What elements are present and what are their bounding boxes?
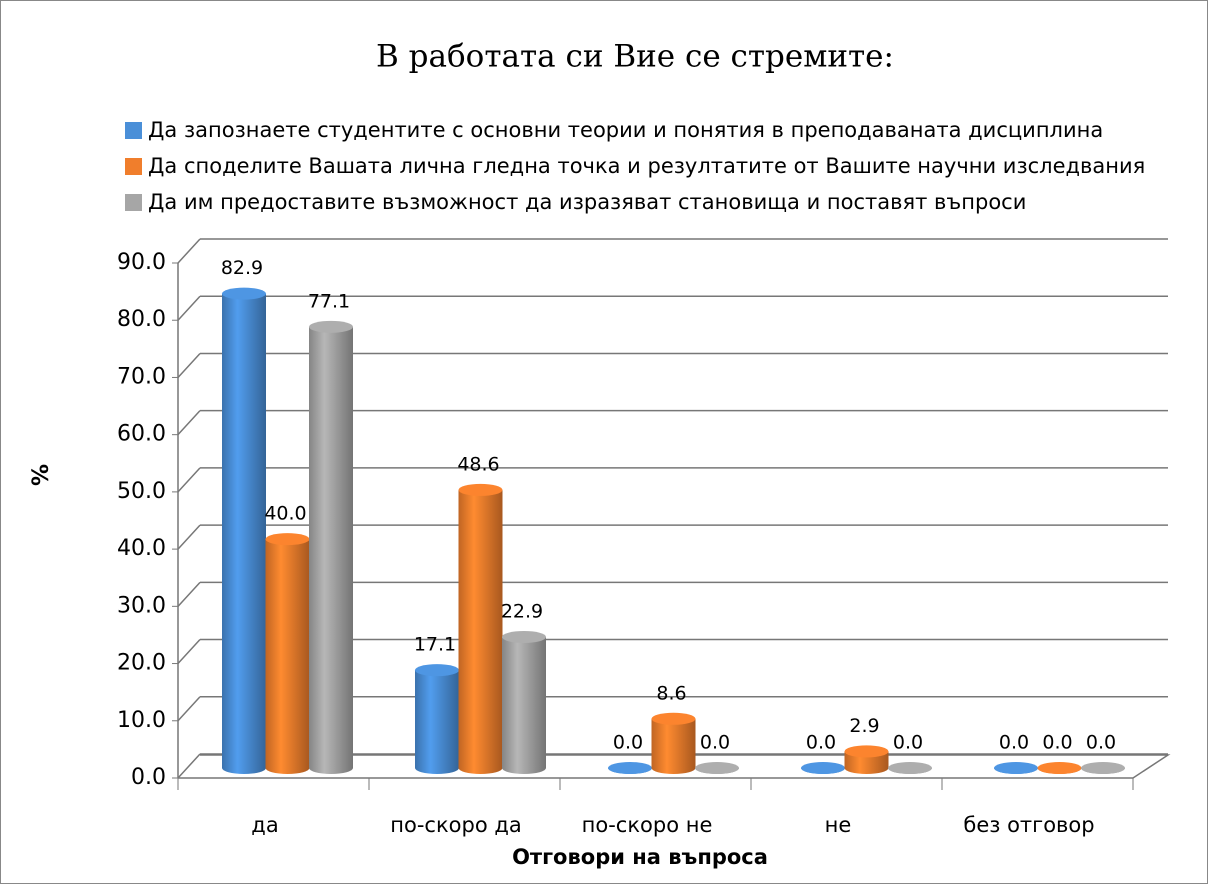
grid-line-side bbox=[177, 295, 201, 321]
x-tick-label: да bbox=[251, 813, 278, 837]
y-tick-label: 90.0 bbox=[117, 250, 166, 275]
bar bbox=[265, 533, 310, 774]
bar bbox=[651, 712, 696, 774]
y-axis-label: % bbox=[29, 464, 54, 486]
x-tick-label: без отговор bbox=[963, 813, 1094, 837]
y-tick-label: 10.0 bbox=[117, 708, 166, 733]
value-label: 0.0 bbox=[613, 732, 643, 754]
legend-swatch bbox=[125, 122, 142, 139]
y-tick-label: 30.0 bbox=[117, 593, 166, 618]
x-axis-label: Отговори на въпроса bbox=[512, 845, 768, 869]
grid-line-side bbox=[177, 467, 201, 493]
value-label: 0.0 bbox=[806, 732, 836, 754]
x-tick-label: по-скоро не bbox=[582, 813, 713, 837]
value-label: 0.0 bbox=[700, 732, 730, 754]
bar-top bbox=[309, 320, 353, 333]
bar bbox=[1081, 762, 1125, 774]
bar bbox=[309, 320, 353, 774]
y-tick-label: 40.0 bbox=[117, 536, 166, 561]
bar-body bbox=[502, 636, 546, 774]
bar-top bbox=[502, 630, 546, 643]
bar-top bbox=[608, 762, 652, 774]
plot: 0.0 10.0 20.0 30.0 40.0 50.0 60.0 70.0 80.0 90.0 д… bbox=[117, 238, 1171, 837]
value-label: 17.1 bbox=[414, 634, 456, 656]
y-tick-label: 60.0 bbox=[117, 422, 166, 447]
bar-top bbox=[415, 664, 459, 677]
bar bbox=[415, 664, 459, 774]
bar-top bbox=[801, 762, 845, 774]
value-label: 0.0 bbox=[893, 732, 923, 754]
grid-line-side bbox=[177, 753, 201, 779]
y-tick-label: 80.0 bbox=[117, 307, 166, 332]
grid-line-side bbox=[177, 581, 201, 607]
bar bbox=[608, 762, 652, 774]
bar bbox=[695, 762, 739, 774]
bar bbox=[888, 762, 932, 774]
value-label: 8.6 bbox=[656, 682, 686, 704]
x-tick-label: по-скоро да bbox=[390, 813, 521, 837]
legend-label: Да запознаете студентите с основни теори… bbox=[148, 118, 1104, 142]
legend-label: Да им предоставите възможност да изразяв… bbox=[148, 190, 1027, 214]
y-tick-label: 20.0 bbox=[117, 651, 166, 676]
bar bbox=[222, 287, 266, 774]
bar-body bbox=[651, 718, 696, 774]
bar-body bbox=[222, 293, 266, 774]
bar-top bbox=[994, 762, 1038, 774]
chart-title: В работата си Вие се стремите: bbox=[376, 39, 894, 75]
y-tick-label: 0.0 bbox=[131, 765, 166, 790]
legend-swatch bbox=[125, 158, 142, 175]
value-label: 22.9 bbox=[501, 600, 543, 622]
legend-entry: Да споделите Вашата лична гледна точка и… bbox=[125, 148, 1205, 184]
legend-entry: Да им предоставите възможност да изразяв… bbox=[125, 184, 1205, 220]
grid-line-side bbox=[177, 410, 201, 436]
bar-body bbox=[309, 326, 353, 774]
legend-swatch bbox=[125, 194, 142, 211]
grid-line-side bbox=[177, 696, 201, 722]
value-label: 82.9 bbox=[221, 257, 263, 279]
bar-body bbox=[265, 539, 310, 774]
legend-entry: Да запознаете студентите с основни теори… bbox=[125, 112, 1205, 148]
legend-label: Да споделите Вашата лична гледна точка и… bbox=[148, 154, 1146, 178]
bar bbox=[801, 762, 845, 774]
value-label: 0.0 bbox=[999, 732, 1029, 754]
value-label: 40.0 bbox=[264, 503, 306, 525]
bar-top bbox=[458, 483, 503, 496]
value-label: 48.6 bbox=[457, 453, 499, 475]
value-label: 0.0 bbox=[1086, 732, 1116, 754]
bar bbox=[844, 745, 889, 774]
grid-line-side bbox=[177, 352, 201, 378]
value-label: 0.0 bbox=[1042, 732, 1072, 754]
bar-body bbox=[458, 489, 503, 774]
x-tick-label: не bbox=[825, 813, 852, 837]
bar-body bbox=[844, 751, 889, 774]
grid-line-side bbox=[177, 238, 201, 264]
bar-body bbox=[415, 670, 459, 774]
bar bbox=[502, 630, 546, 774]
bar-top bbox=[265, 533, 310, 546]
bar-top bbox=[844, 745, 889, 758]
y-tick-label: 50.0 bbox=[117, 479, 166, 504]
bar bbox=[1037, 762, 1082, 774]
bar bbox=[994, 762, 1038, 774]
grid-line-side bbox=[177, 639, 201, 665]
value-label: 77.1 bbox=[308, 290, 350, 312]
bar-top bbox=[222, 287, 266, 300]
bar-top bbox=[888, 762, 932, 774]
value-label: 2.9 bbox=[849, 715, 879, 737]
legend: Да запознаете студентите с основни теори… bbox=[125, 112, 1205, 220]
grid-line-side bbox=[177, 524, 201, 550]
bar-top bbox=[1037, 762, 1082, 774]
bar-top bbox=[695, 762, 739, 774]
bar-top bbox=[1081, 762, 1125, 774]
bar-top bbox=[651, 712, 696, 725]
y-tick-label: 70.0 bbox=[117, 364, 166, 389]
bar bbox=[458, 483, 503, 774]
